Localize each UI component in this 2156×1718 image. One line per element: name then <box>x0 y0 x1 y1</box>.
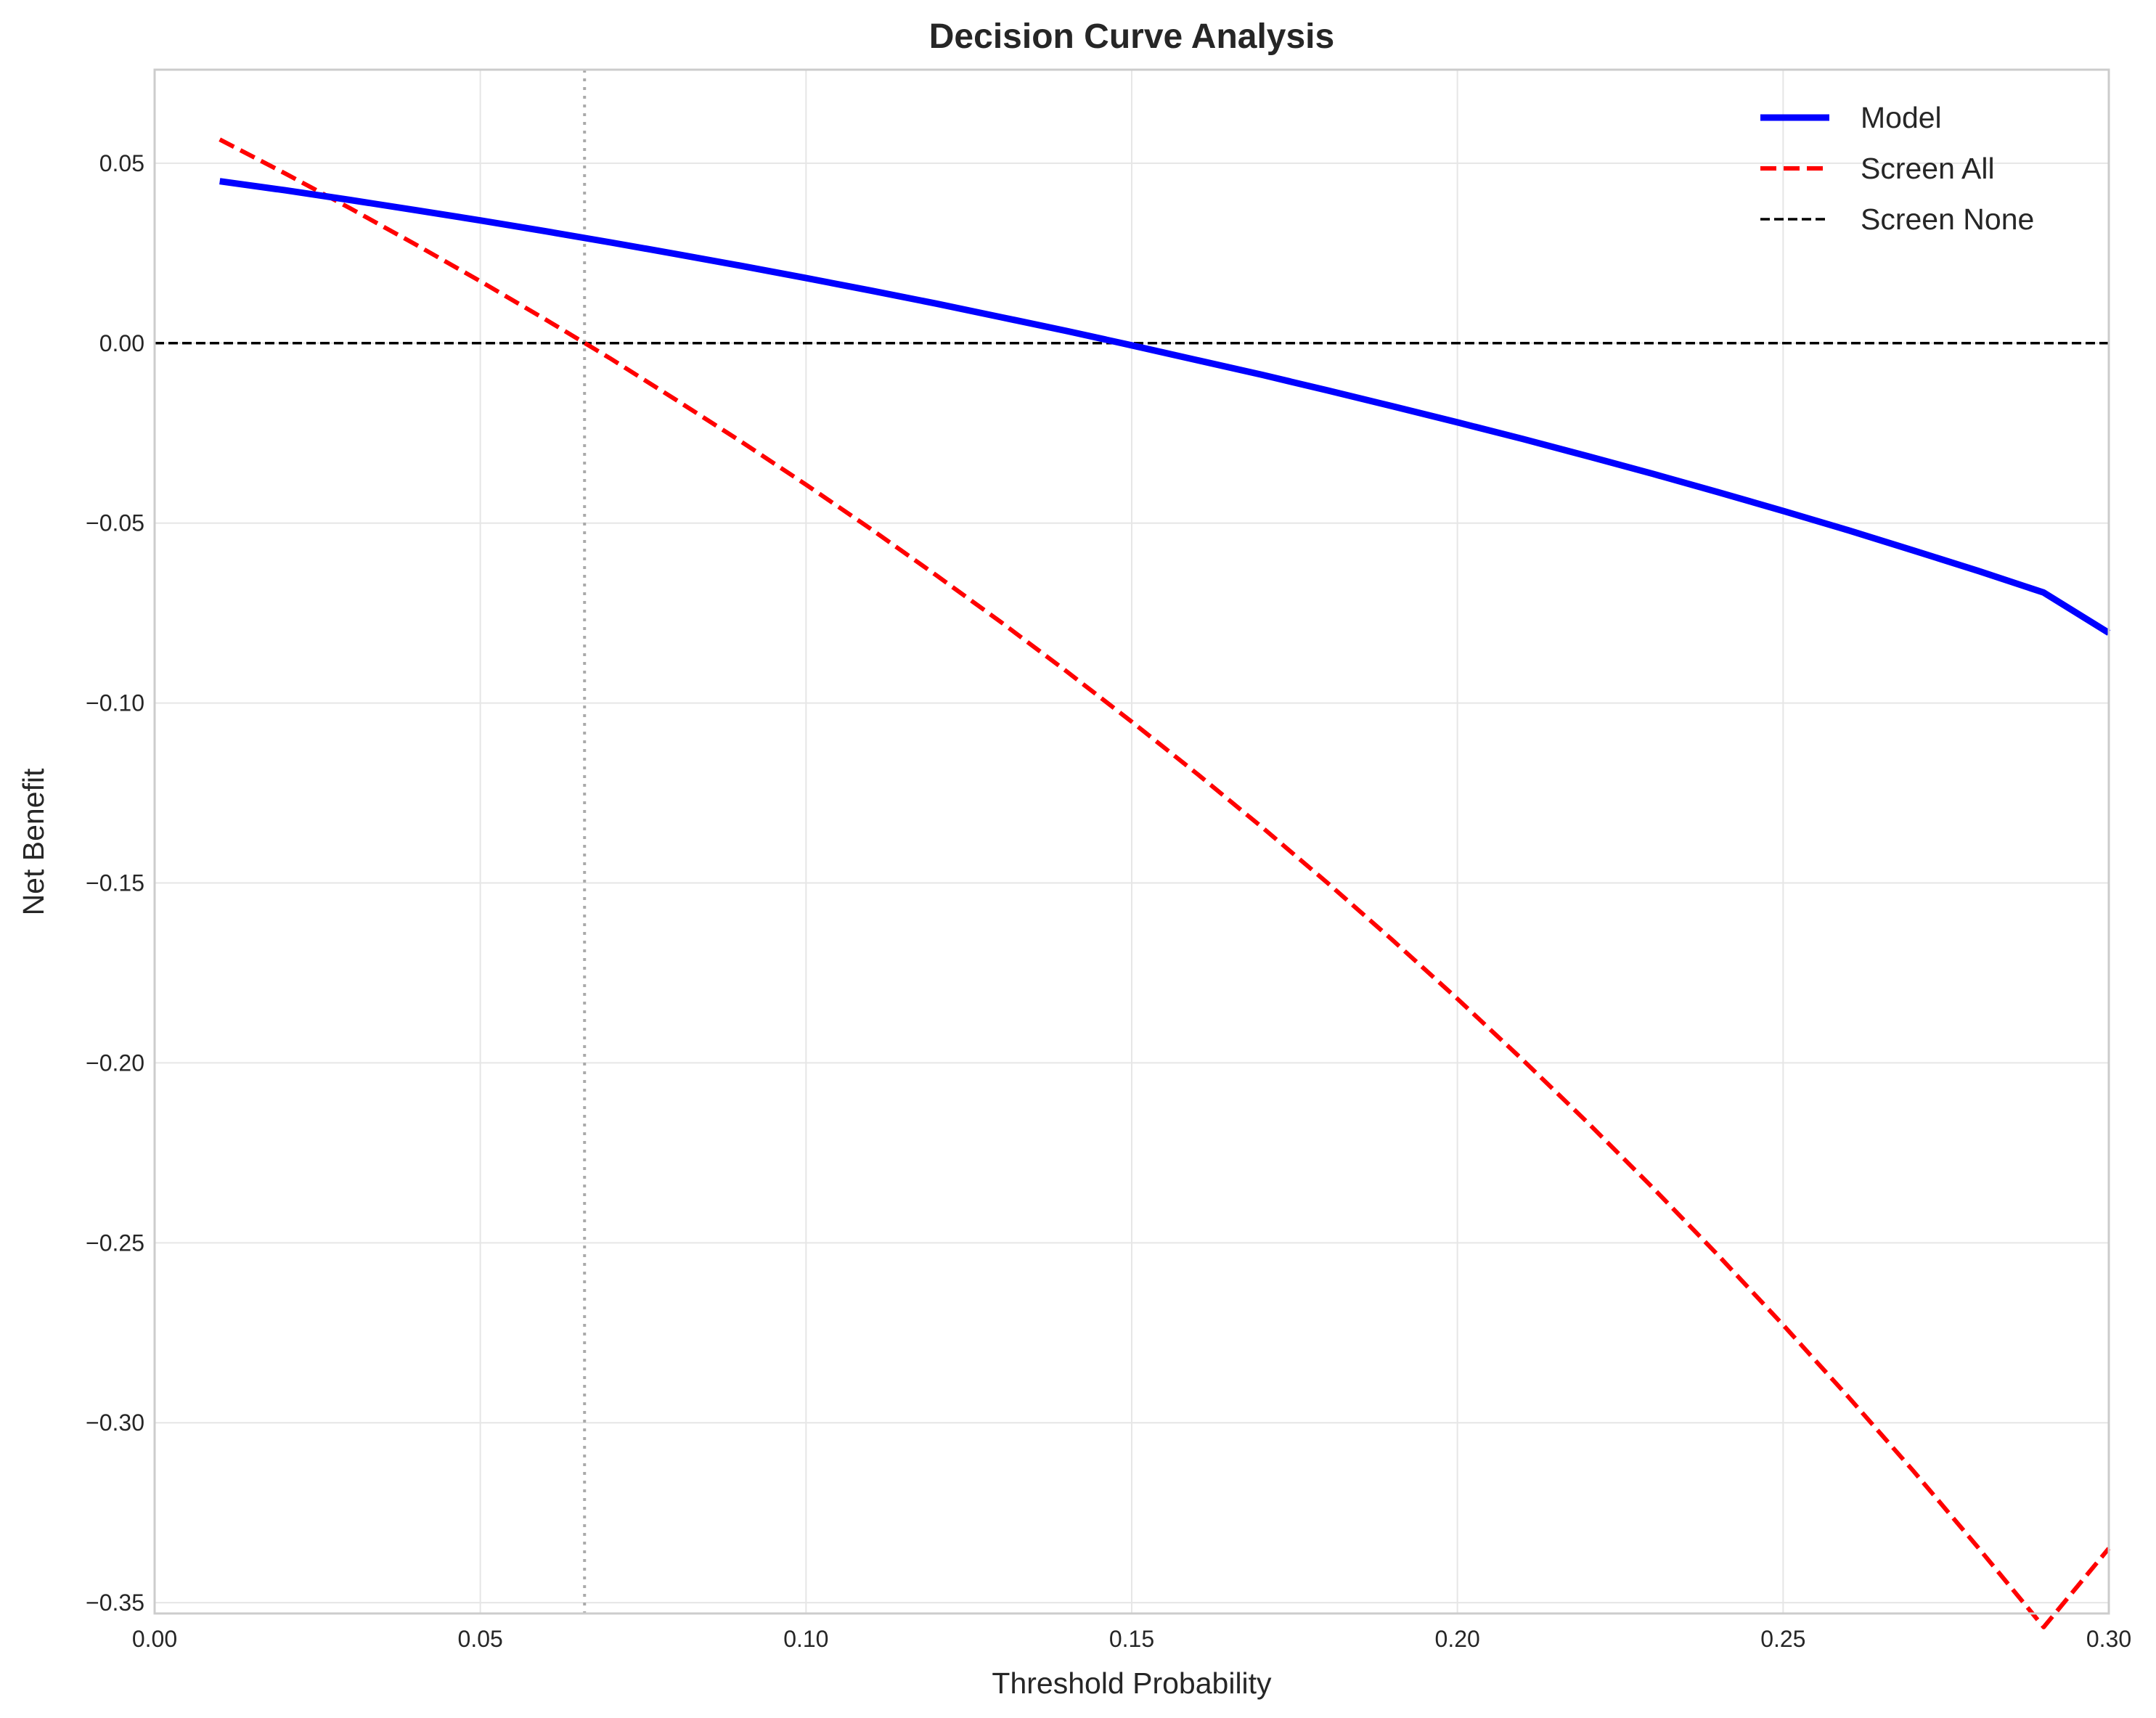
y-tick-label: −0.35 <box>86 1590 144 1616</box>
series-layer <box>155 70 2111 1629</box>
x-tick-label: 0.15 <box>1109 1626 1154 1652</box>
y-axis-label: Net Benefit <box>17 768 50 915</box>
y-tick-label: 0.05 <box>99 150 144 176</box>
x-tick-label: 0.30 <box>2086 1626 2131 1652</box>
x-tick-label: 0.25 <box>1760 1626 1805 1652</box>
x-axis-ticks: 0.00 0.05 0.10 0.15 0.20 0.25 0.30 <box>132 1626 2131 1652</box>
x-tick-label: 0.20 <box>1435 1626 1480 1652</box>
y-tick-label: −0.10 <box>86 690 144 716</box>
series-line-screen-all <box>219 137 2111 1629</box>
y-axis-ticks: 0.05 0.00 −0.05 −0.10 −0.15 −0.20 −0.25 −0.30 −0… <box>86 150 144 1616</box>
y-tick-label: −0.05 <box>86 510 144 536</box>
chart-title: Decision Curve Analysis <box>929 17 1334 56</box>
y-tick-label: 0.00 <box>99 330 144 356</box>
y-tick-label: −0.15 <box>86 870 144 896</box>
legend-label-screen-none: Screen None <box>1861 203 2034 236</box>
series-line-model <box>219 178 2111 636</box>
x-tick-label: 0.00 <box>132 1626 177 1652</box>
legend: Model Screen All Screen None <box>1760 101 2034 236</box>
y-tick-label: −0.25 <box>86 1230 144 1256</box>
x-tick-label: 0.10 <box>783 1626 828 1652</box>
x-axis-label: Threshold Probability <box>992 1666 1272 1700</box>
x-tick-label: 0.05 <box>458 1626 503 1652</box>
y-tick-label: −0.30 <box>86 1410 144 1436</box>
plot-frame <box>153 68 2110 1615</box>
legend-label-screen-all: Screen All <box>1861 152 1995 185</box>
legend-label-model: Model <box>1861 101 1942 134</box>
y-tick-label: −0.20 <box>86 1050 144 1076</box>
